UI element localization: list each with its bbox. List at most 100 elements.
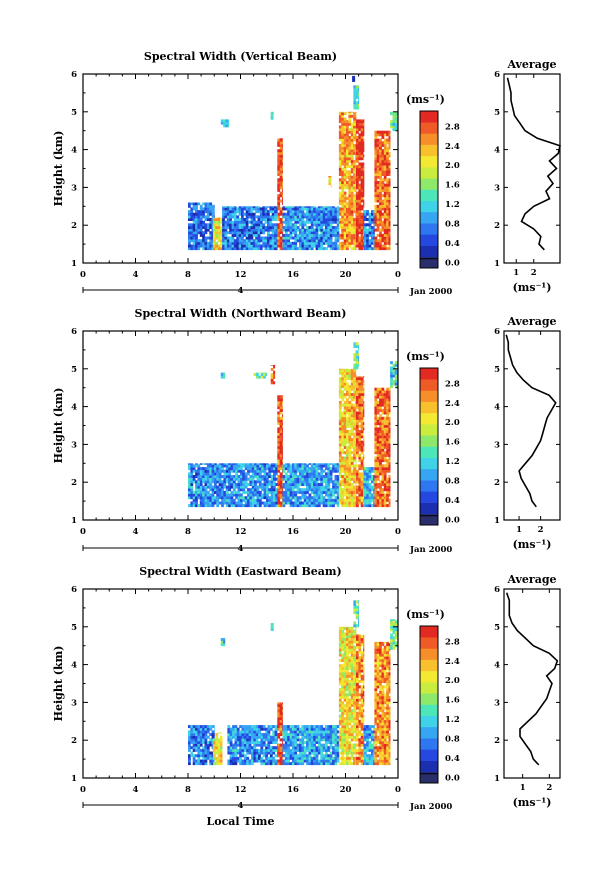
heatmap-cell — [230, 469, 234, 473]
heatmap-cell — [327, 226, 331, 229]
heatmap-cell — [327, 231, 331, 235]
heatmap-cell — [229, 247, 232, 251]
heatmap-cell — [381, 239, 385, 243]
heatmap-cell — [277, 165, 281, 169]
heatmap-cell — [353, 220, 356, 224]
heatmap-cell — [202, 741, 205, 744]
heatmap-cell — [195, 472, 198, 476]
heatmap-cell — [353, 490, 356, 494]
heatmap-cell — [261, 485, 264, 489]
heatmap-cell — [241, 735, 245, 739]
heatmap-cell — [296, 501, 300, 505]
heatmap-cell — [287, 501, 290, 505]
heatmap-cell — [358, 88, 359, 91]
heatmap-cell — [327, 477, 331, 481]
heatmap-cell — [334, 233, 338, 237]
heatmap-cell — [388, 498, 391, 502]
heatmap-cell — [303, 244, 307, 248]
heatmap-cell — [376, 408, 380, 412]
heatmap-cell — [211, 477, 215, 481]
heatmap-cell — [275, 501, 278, 505]
heatmap-cell — [354, 75, 356, 77]
heatmap-cell — [218, 490, 222, 494]
heatmap-cell — [303, 207, 307, 211]
heatmap-cell — [383, 453, 387, 457]
heatmap-cell — [195, 210, 198, 214]
heatmap-cell — [202, 231, 205, 235]
heatmap-cell — [197, 730, 201, 734]
heatmap-cell — [258, 485, 262, 489]
heatmap-cell — [338, 498, 342, 502]
heatmap-cell — [188, 212, 191, 216]
heatmap-cell — [234, 738, 238, 742]
heatmap-cell — [341, 427, 345, 431]
heatmap-cell — [346, 223, 349, 227]
heatmap-cell — [381, 133, 385, 137]
heatmap-cell — [238, 244, 242, 248]
heatmap-cell — [220, 756, 223, 760]
heatmap-cell — [192, 228, 196, 232]
heatmap-cell — [204, 733, 208, 736]
heatmap-cell — [306, 464, 309, 468]
heatmap-cell — [263, 467, 267, 471]
heatmap-cell — [376, 244, 380, 248]
colorbar-swatch — [420, 390, 438, 402]
heatmap-cell — [338, 136, 342, 139]
heatmap-cell — [232, 498, 236, 502]
heatmap-cell — [381, 453, 385, 457]
heatmap-cell — [215, 733, 219, 736]
heatmap-cell — [348, 226, 352, 229]
heatmap-cell — [299, 241, 302, 245]
heatmap-cell — [214, 212, 215, 216]
heatmap-cell — [188, 231, 191, 235]
heatmap-cell — [199, 467, 203, 471]
heatmap-cell — [209, 212, 213, 216]
heatmap-cell — [279, 178, 283, 182]
heatmap-cell — [277, 480, 281, 484]
heatmap-cell — [313, 236, 316, 240]
heatmap-cell — [190, 247, 194, 251]
heatmap-cell — [233, 233, 237, 237]
heatmap-cell — [343, 422, 347, 426]
heatmap-cell — [250, 241, 254, 245]
heatmap-cell — [386, 398, 389, 402]
heatmap-cell — [272, 735, 276, 739]
heatmap-cell — [243, 759, 247, 763]
heatmap-cell — [282, 207, 283, 211]
heatmap-cell — [310, 220, 314, 224]
heatmap-cell — [355, 488, 357, 492]
heatmap-cell — [338, 461, 342, 465]
heatmap-cell — [255, 751, 259, 755]
heatmap-cell — [381, 165, 385, 169]
heatmap-cell — [277, 762, 281, 766]
heatmap-cell — [358, 236, 362, 240]
heatmap-cell — [282, 226, 283, 229]
heatmap-cell — [366, 247, 369, 251]
heatmap-cell — [353, 130, 356, 134]
heatmap-cell — [225, 501, 229, 505]
heatmap-cell — [267, 223, 270, 227]
heatmap-cell — [251, 733, 254, 736]
heatmap-cell — [356, 498, 359, 502]
heatmap-cell — [386, 504, 389, 508]
heatmap-cell — [291, 483, 295, 486]
heatmap-cell — [256, 493, 260, 497]
heatmap-cell — [356, 395, 359, 399]
heatmap-cell — [241, 228, 244, 232]
heatmap-cell — [282, 138, 283, 140]
heatmap-cell — [214, 490, 217, 494]
heatmap-cell — [358, 435, 362, 439]
heatmap-cell — [338, 368, 342, 370]
heatmap-cell — [204, 735, 208, 739]
heatmap-cell — [376, 199, 380, 203]
heatmap-cell — [211, 467, 215, 471]
heatmap-cell — [353, 398, 356, 402]
heatmap-cell — [317, 496, 321, 500]
heatmap-cell — [356, 390, 359, 394]
heatmap-cell — [336, 504, 340, 508]
heatmap-cell — [274, 244, 277, 248]
heatmap-cell — [204, 223, 208, 227]
heatmap-cell — [376, 483, 380, 486]
heatmap-cell — [232, 748, 235, 752]
heatmap-cell — [374, 416, 378, 420]
